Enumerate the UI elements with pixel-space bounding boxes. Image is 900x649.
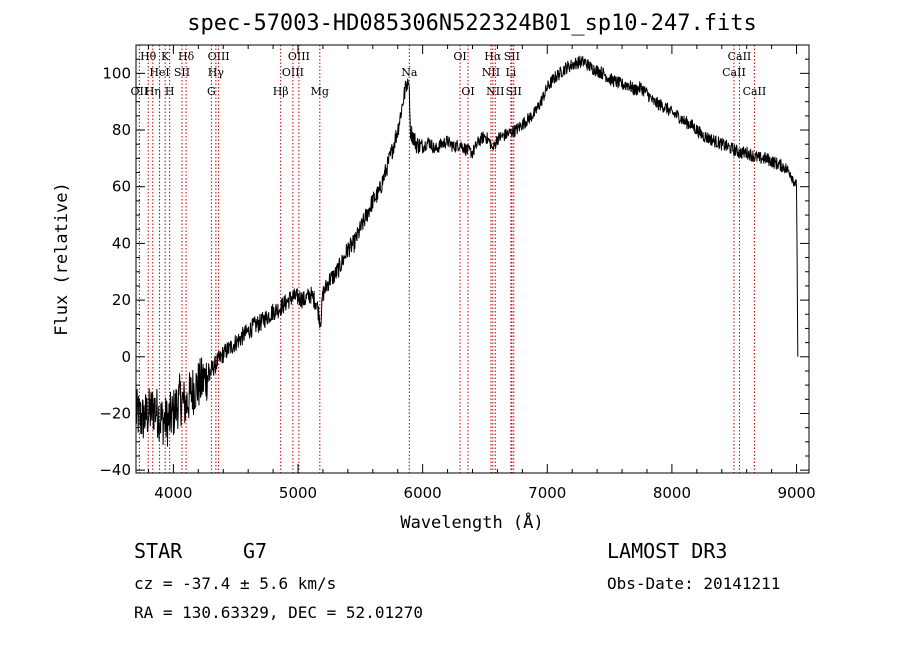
spectral-line-label: SII: [504, 50, 520, 63]
spectral-line-label: OI: [453, 50, 466, 63]
x-tick-label: 8000: [653, 484, 691, 502]
spectral-line-label: Hη: [145, 85, 161, 98]
spectral-line-label: NII: [482, 66, 500, 79]
y-tick-label: 40: [112, 234, 131, 252]
plot-frame: [135, 44, 810, 474]
velocity-readout: cz = -37.4 ± 5.6 km/s: [134, 574, 337, 593]
spectral-line-label: Hα: [484, 50, 502, 63]
spectral-line-label: G: [207, 85, 216, 98]
x-tick-label: 6000: [404, 484, 442, 502]
survey-name: LAMOST DR3: [607, 539, 728, 563]
spectral-line-label: Hγ: [208, 66, 225, 79]
spectral-line-label: K: [161, 50, 170, 63]
spectral-subclass: G7: [243, 539, 268, 563]
obs-date: Obs-Date: 20141211: [607, 574, 781, 593]
y-tick-label: 80: [112, 121, 131, 139]
y-tick-label: −20: [99, 404, 131, 422]
x-tick-label: 7000: [528, 484, 566, 502]
spectral-line-label: CaII: [743, 85, 767, 98]
spectral-line-label: OII: [131, 85, 149, 98]
y-axis-label: Flux (relative): [52, 182, 72, 336]
x-tick-label: 4000: [154, 484, 192, 502]
y-tick-label: −40: [99, 461, 131, 479]
x-tick-label: 5000: [279, 484, 317, 502]
y-tick-label: 60: [112, 178, 131, 196]
object-class: STAR: [134, 539, 183, 563]
x-tick-label: 9000: [777, 484, 815, 502]
spectral-line-label: SII: [174, 66, 190, 79]
spectral-line-label: HeI: [149, 66, 169, 79]
spectral-line-label: Hβ: [273, 85, 289, 98]
spectral-line-label: NII: [486, 85, 504, 98]
y-tick-label: 100: [102, 64, 131, 82]
spectral-line-label: Li: [505, 66, 516, 79]
axes-layer: 4000 5000 6000 7000 8000 9000 −40 −20 0 20 40 60 80 1…: [99, 45, 816, 502]
spectral-line-label: H: [165, 85, 175, 98]
spectral-line-label: Hθ: [140, 50, 157, 63]
spectral-line-label: Mg: [311, 85, 329, 98]
spectral-line-label: CaII: [728, 50, 752, 63]
spectral-line-label: OIII: [208, 50, 230, 63]
spectral-line-label: OIII: [288, 50, 310, 63]
series-line-flux: [135, 55, 799, 447]
x-axis-label: Wavelength (Å): [400, 511, 543, 533]
spectral-line-label: Na: [401, 66, 418, 79]
spectral-line-label: SII: [506, 85, 522, 98]
spectral-line-label: CaII: [722, 66, 746, 79]
spectral-line-label: OI: [461, 85, 474, 98]
coordinates: RA = 130.63329, DEC = 52.01270: [134, 603, 423, 622]
series-layer: [135, 55, 799, 447]
chart-title: spec-57003-HD085306N522324B01_sp10-247.f…: [187, 11, 757, 36]
y-tick-label: 0: [121, 348, 131, 366]
y-tick-label: 20: [112, 291, 131, 309]
spectral-line-label: Hδ: [178, 50, 195, 63]
spectral-line-label: OIII: [282, 66, 304, 79]
